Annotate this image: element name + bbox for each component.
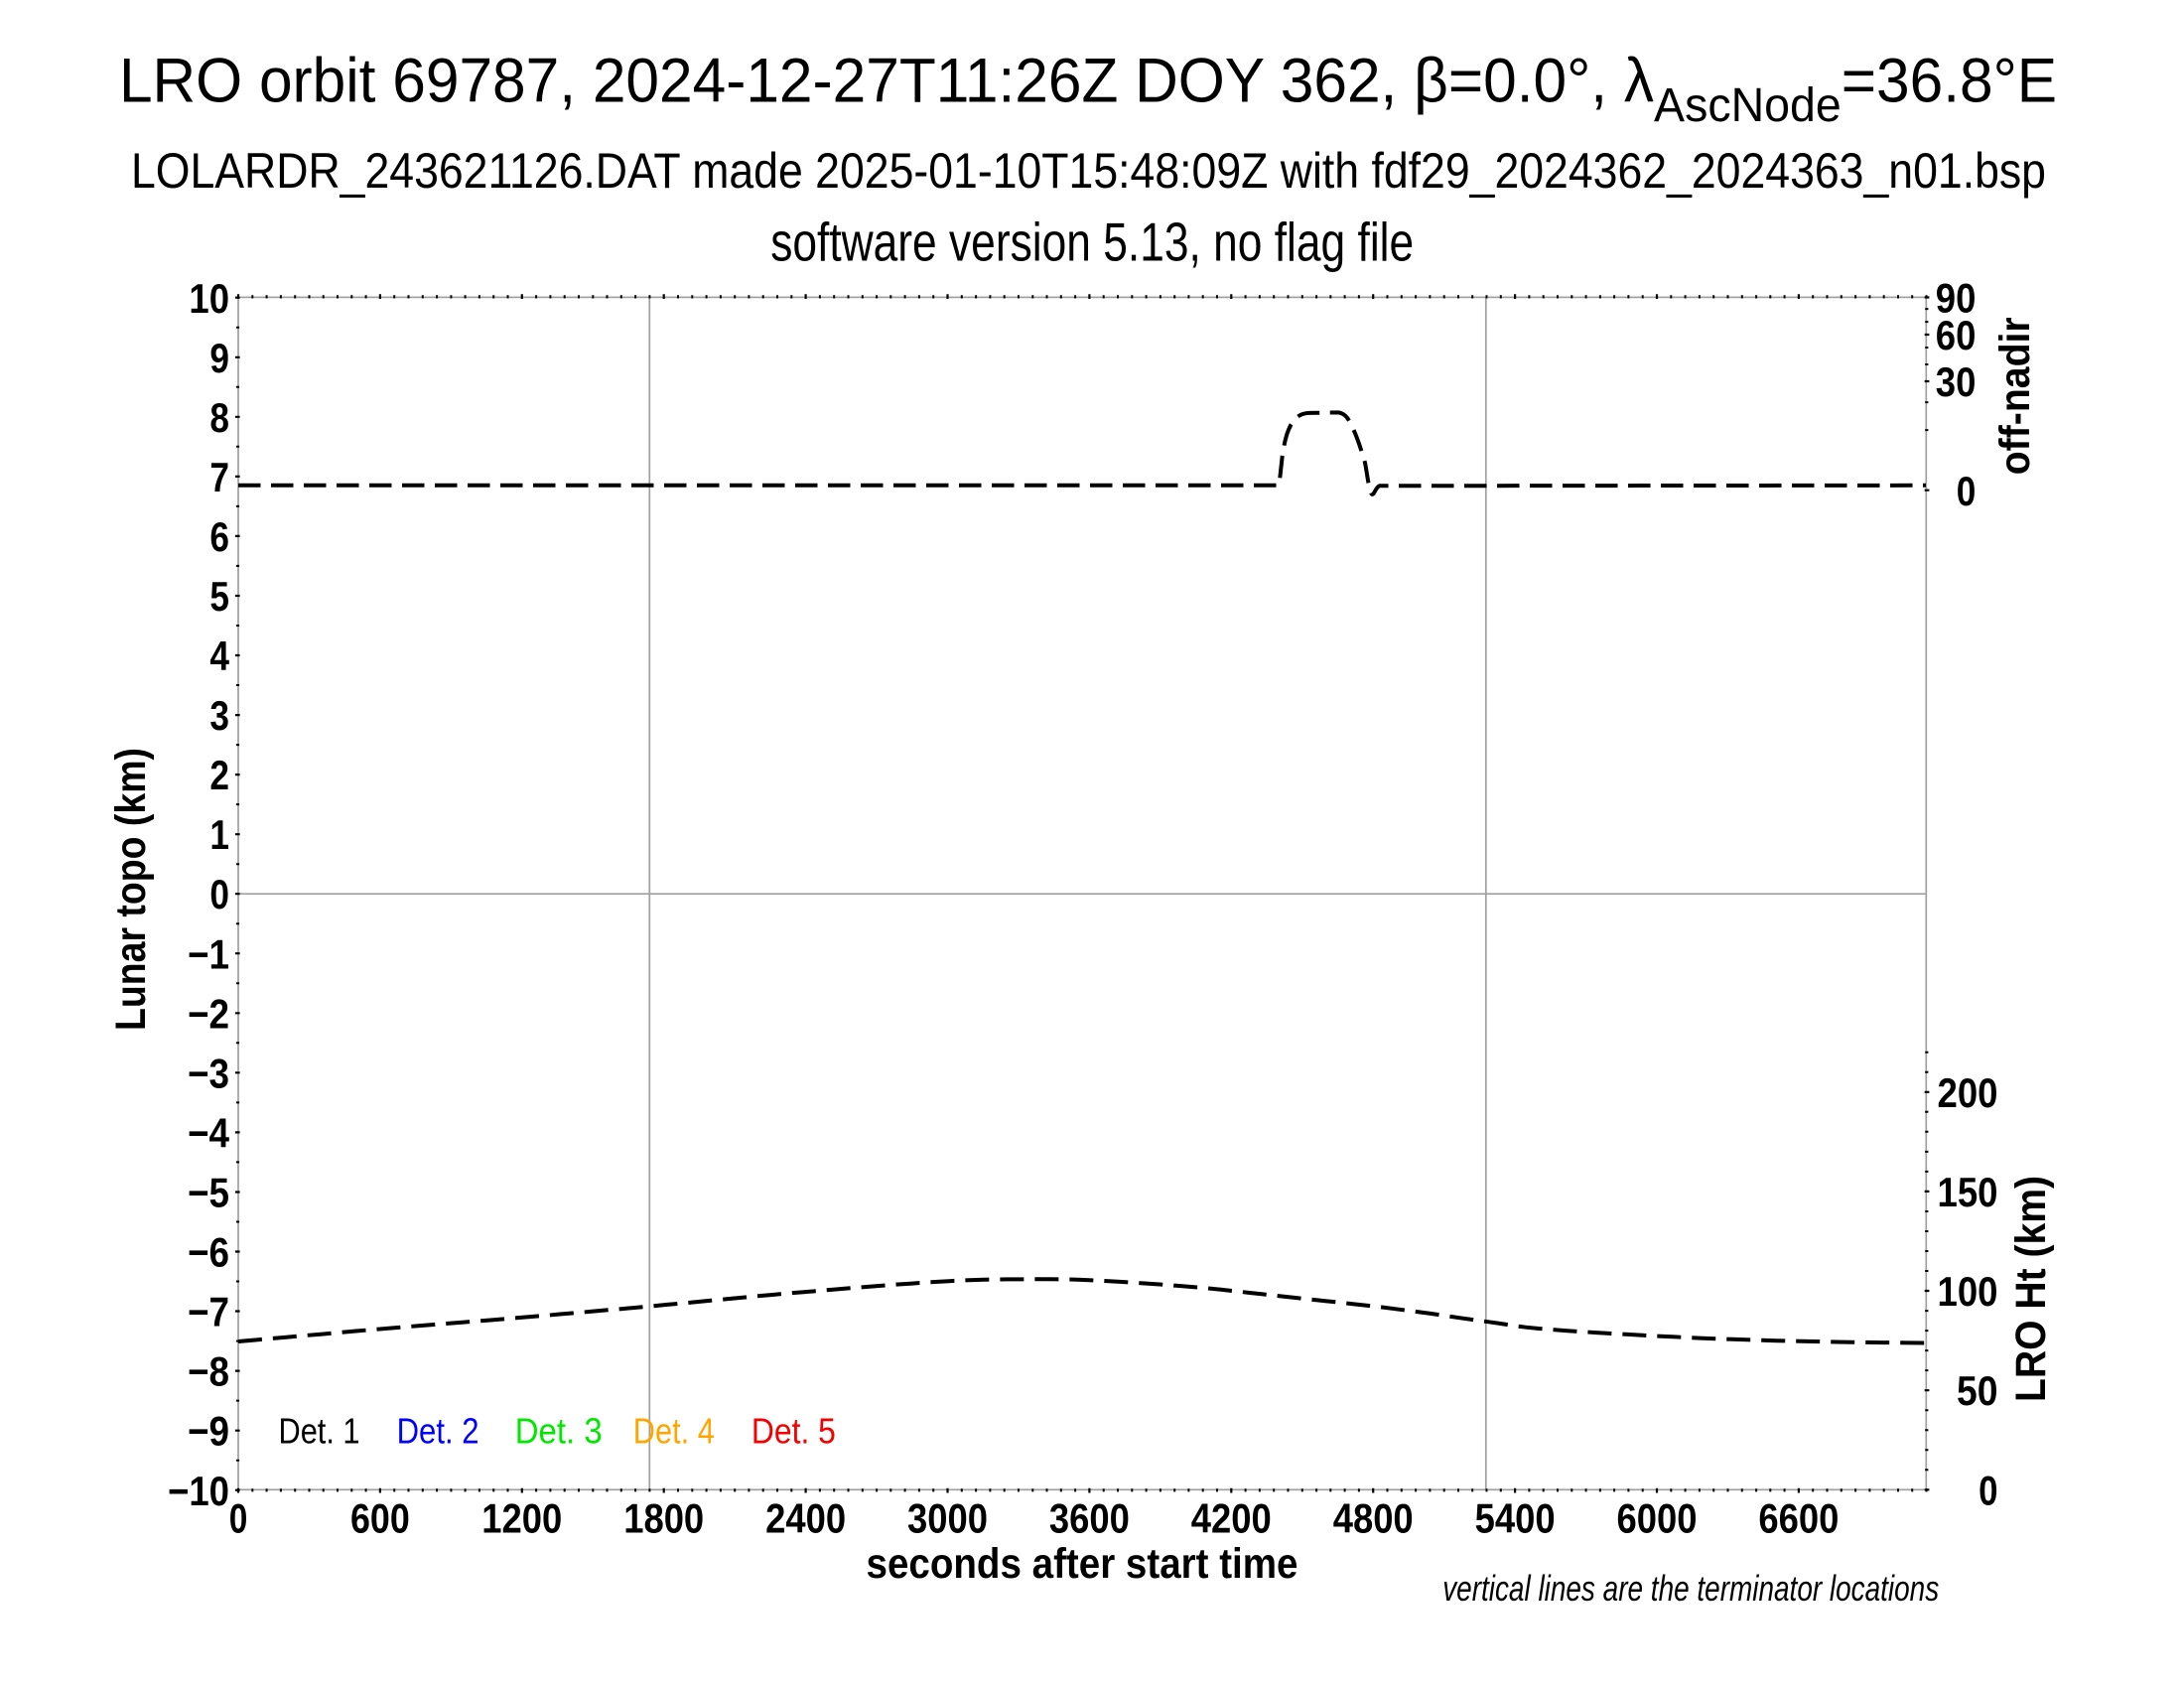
svg-text:60: 60 xyxy=(1936,312,1977,358)
svg-text:software version 5.13, no flag: software version 5.13, no flag file xyxy=(770,211,1414,273)
svg-text:seconds after start time: seconds after start time xyxy=(867,1540,1298,1588)
svg-text:4200: 4200 xyxy=(1191,1495,1272,1542)
svg-text:1200: 1200 xyxy=(481,1495,562,1542)
svg-text:−2: −2 xyxy=(188,990,229,1037)
svg-text:−9: −9 xyxy=(188,1408,229,1455)
svg-text:LRO Ht (km): LRO Ht (km) xyxy=(2007,1176,2055,1402)
svg-text:2: 2 xyxy=(209,752,229,798)
svg-text:150: 150 xyxy=(1938,1169,1998,1215)
svg-text:2400: 2400 xyxy=(765,1495,846,1542)
svg-text:5: 5 xyxy=(209,573,229,620)
svg-text:1800: 1800 xyxy=(623,1495,704,1542)
svg-text:50: 50 xyxy=(1957,1367,1998,1414)
svg-text:200: 200 xyxy=(1938,1069,1998,1116)
svg-text:8: 8 xyxy=(209,394,229,441)
svg-text:−5: −5 xyxy=(188,1170,229,1216)
svg-text:6600: 6600 xyxy=(1758,1495,1839,1542)
svg-text:Lunar topo (km): Lunar topo (km) xyxy=(107,748,155,1031)
svg-text:0: 0 xyxy=(1957,468,1977,514)
svg-text:Det. 2: Det. 2 xyxy=(397,1411,479,1452)
svg-text:0: 0 xyxy=(1979,1467,1997,1513)
svg-text:off-nadir: off-nadir xyxy=(1991,317,2039,475)
svg-text:600: 600 xyxy=(350,1495,410,1542)
svg-text:5400: 5400 xyxy=(1475,1495,1556,1542)
svg-text:−1: −1 xyxy=(188,930,229,977)
svg-text:10: 10 xyxy=(189,275,229,322)
svg-text:4800: 4800 xyxy=(1333,1495,1414,1542)
svg-text:vertical lines are the termina: vertical lines are the terminator locati… xyxy=(1442,1568,1939,1609)
svg-text:−6: −6 xyxy=(188,1229,229,1276)
svg-text:0: 0 xyxy=(229,1495,248,1542)
svg-text:100: 100 xyxy=(1938,1268,1998,1315)
svg-text:Det. 3: Det. 3 xyxy=(515,1411,603,1452)
svg-text:−3: −3 xyxy=(188,1050,229,1096)
svg-text:9: 9 xyxy=(209,335,229,381)
svg-text:Det. 1: Det. 1 xyxy=(279,1411,360,1452)
svg-text:1: 1 xyxy=(209,811,229,858)
svg-text:Det. 4: Det. 4 xyxy=(633,1411,715,1452)
svg-text:Det. 5: Det. 5 xyxy=(751,1411,836,1452)
svg-text:−10: −10 xyxy=(168,1468,229,1514)
svg-text:6000: 6000 xyxy=(1617,1495,1698,1542)
svg-text:3000: 3000 xyxy=(907,1495,988,1542)
svg-text:0: 0 xyxy=(209,871,229,917)
svg-text:3: 3 xyxy=(209,692,229,739)
svg-text:−7: −7 xyxy=(188,1289,229,1336)
svg-text:4: 4 xyxy=(209,633,229,679)
svg-text:90: 90 xyxy=(1936,275,1977,322)
svg-text:3600: 3600 xyxy=(1049,1495,1130,1542)
svg-text:7: 7 xyxy=(209,454,229,500)
svg-text:LOLARDR_243621126.DAT made 202: LOLARDR_243621126.DAT made 2025-01-10T15… xyxy=(131,143,2046,199)
svg-text:−4: −4 xyxy=(188,1110,230,1157)
svg-text:30: 30 xyxy=(1936,358,1977,405)
svg-text:−8: −8 xyxy=(188,1348,229,1395)
svg-text:6: 6 xyxy=(209,513,229,560)
